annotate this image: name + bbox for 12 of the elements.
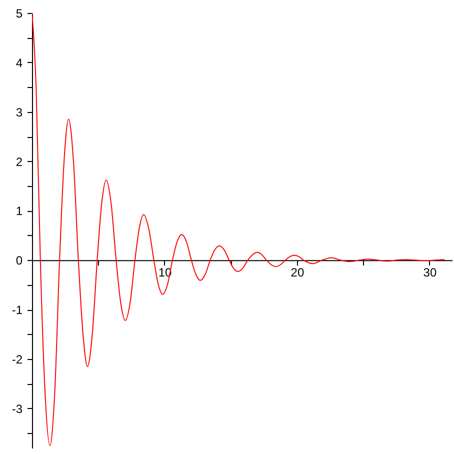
- y-tick-label: 5: [16, 6, 23, 20]
- x-tick-label: 20: [290, 266, 304, 280]
- y-tick-label: -1: [12, 303, 23, 318]
- y-tick-label: 4: [16, 56, 23, 70]
- line-series: [32, 13, 445, 446]
- y-tick-label: 1: [16, 204, 23, 218]
- y-tick-label: 0: [16, 254, 23, 268]
- y-tick-label: 3: [16, 105, 23, 120]
- y-tick-label: 2: [16, 154, 23, 169]
- x-tick-label: 30: [423, 266, 437, 280]
- y-tick-label: -3: [12, 402, 23, 416]
- y-tick-label: -2: [12, 352, 23, 367]
